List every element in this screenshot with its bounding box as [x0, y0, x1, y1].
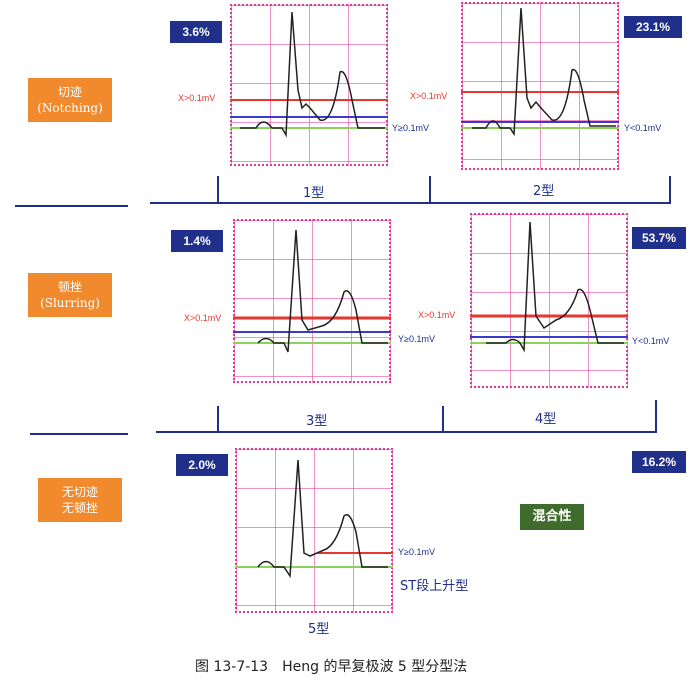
no-notch-no-slur-label: 无切迹 无顿挫 [38, 478, 122, 522]
type3-x-annotation: X>0.1mV [184, 313, 222, 323]
type1-percentage: 3.6% [170, 21, 222, 43]
figure-caption: 图 13-7-13 Heng 的早复极波 5 型分型法 [195, 659, 468, 675]
type5-label: 5型 [308, 622, 330, 637]
slurring-label-cn: 顿挫 [57, 280, 82, 294]
type3-y-annotation: Y≥0.1mV [398, 334, 435, 344]
mixed-percentage: 16.2% [632, 451, 686, 473]
type5-percentage: 2.0% [176, 454, 228, 476]
ecg-grid-type2 [461, 2, 619, 170]
notching-label-en: (Notching) [37, 101, 103, 115]
notching-label-cn: 切迹 [57, 85, 82, 99]
slurring-label: 顿挫 (Slurring) [28, 273, 112, 317]
type1-y-annotation: Y≥0.1mV [392, 123, 429, 133]
ecg-grid-type4 [470, 213, 628, 388]
type2-label: 2型 [533, 184, 555, 199]
type3-percentage: 1.4% [171, 230, 223, 252]
type4-waveform-group [470, 221, 628, 353]
type3-waveform-group [233, 229, 391, 353]
type4-x-annotation: X>0.1mV [418, 310, 456, 320]
type4-label: 4型 [535, 412, 557, 427]
type5-waveform-group [235, 459, 393, 579]
type2-waveform [472, 7, 616, 137]
type5-waveform [257, 459, 388, 579]
type2-percentage: 23.1% [624, 16, 682, 38]
st-rise-label: ST段上升型 [400, 579, 469, 594]
slurring-label-en: (Slurring) [40, 296, 100, 310]
type4-waveform [486, 221, 624, 353]
row2-separator [30, 400, 657, 435]
type1-label: 1型 [303, 186, 325, 201]
type4-percentage: 53.7% [632, 227, 686, 249]
ecg-grid-type3 [233, 219, 391, 383]
mixed-type-label: 混合性 [520, 504, 584, 530]
type1-x-annotation: X>0.1mV [178, 93, 216, 103]
type2-x-annotation: X>0.1mV [410, 91, 448, 101]
type2-y-annotation: Y<0.1mV [624, 123, 662, 133]
type1-waveform-group [230, 11, 388, 138]
ecg-grid-type5 [235, 448, 393, 613]
ecg-grid-type1 [230, 4, 388, 166]
no-slur-label: 无顿挫 [61, 501, 98, 515]
row1-separator [15, 176, 671, 207]
no-notch-label: 无切迹 [61, 485, 98, 499]
type3-waveform [257, 229, 388, 353]
type2-waveform-group [461, 7, 619, 137]
type3-label: 3型 [306, 414, 328, 429]
type4-y-annotation: Y<0.1mV [632, 336, 670, 346]
type5-y-annotation: Y≥0.1mV [398, 547, 435, 557]
notching-label: 切迹 (Notching) [28, 78, 112, 122]
type1-waveform [240, 11, 385, 138]
